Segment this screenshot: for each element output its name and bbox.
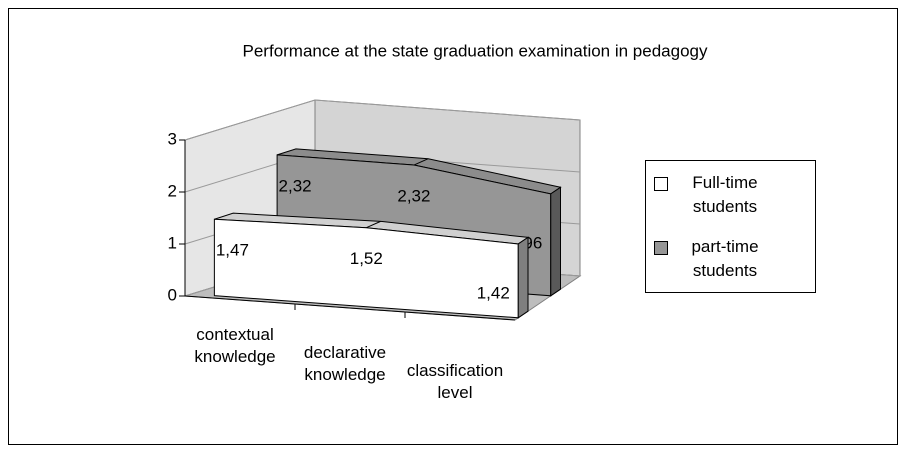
ribbon-fold (366, 220, 381, 229)
y-tick-label: 1 (168, 233, 177, 252)
chart-title: Performance at the state graduation exam… (243, 41, 708, 60)
y-tick-label: 3 (168, 129, 177, 148)
legend-swatch (654, 241, 668, 255)
y-tick-label: 0 (168, 285, 177, 304)
x-tick-label: classification level (407, 361, 503, 402)
data-label: 1,52 (350, 249, 383, 268)
x-tick-label: contextual knowledge (194, 325, 275, 366)
legend (645, 160, 816, 293)
data-label: 2,32 (397, 187, 430, 206)
data-label: 1,47 (216, 241, 249, 260)
ribbon-end (550, 186, 561, 297)
x-tick-label: declarative knowledge (304, 343, 386, 384)
ribbon-end (517, 236, 529, 319)
legend-label: part-time students (691, 237, 758, 280)
data-label: 1,42 (477, 283, 510, 302)
y-tick-label: 2 (168, 181, 177, 200)
legend-swatch (654, 177, 668, 191)
grid-line (184, 99, 581, 141)
x-axis (184, 295, 516, 321)
data-label: 2,32 (279, 176, 312, 195)
legend-label: Full-time students (692, 173, 757, 216)
ribbon-fold (413, 158, 429, 166)
